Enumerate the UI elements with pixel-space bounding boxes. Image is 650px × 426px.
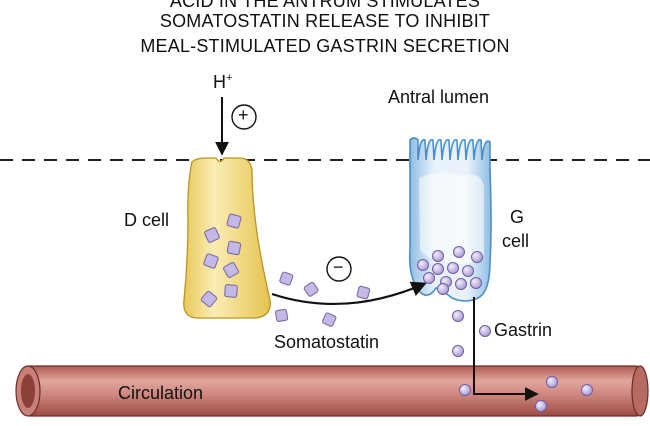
d-cell-granules <box>200 213 242 308</box>
somatostatin-granule <box>200 290 218 308</box>
gastrin-granule <box>546 376 558 388</box>
gastrin-granule <box>462 265 474 277</box>
gastrin-granule <box>432 263 444 275</box>
somatostatin-granule <box>356 285 371 300</box>
g-cell-granules <box>417 246 483 295</box>
g-cell-label-line1: G <box>510 207 525 227</box>
stimulation-symbol <box>231 104 257 130</box>
gastrin-granule <box>452 310 464 322</box>
somatostatin-granule <box>322 312 337 327</box>
gastrin-granule <box>459 384 471 396</box>
somatostatin-granule <box>204 227 220 243</box>
minus-sign: − <box>333 257 344 277</box>
gastrin-granule <box>581 384 593 396</box>
antral-lumen-label: Antral lumen <box>388 87 490 107</box>
somatostatin-granule <box>279 271 294 286</box>
somatostatin-granule <box>274 308 289 323</box>
h-plus-label: H+ <box>213 72 232 93</box>
gastrin-granule <box>471 251 483 263</box>
plus-sign: + <box>238 105 249 125</box>
gastrin-granule <box>447 262 459 274</box>
d-cell <box>183 157 271 319</box>
circulation-label: Circulation <box>118 383 204 403</box>
g-cell <box>408 137 492 302</box>
somatostatin-granule <box>303 281 319 297</box>
gastrin-granule <box>479 325 491 337</box>
gastrin-granule <box>452 345 464 357</box>
gastrin-granule <box>470 277 482 289</box>
somatostatin-granule <box>222 261 240 279</box>
h-plus-label-sup: + <box>226 72 233 84</box>
gastrin-label: Gastrin <box>494 320 553 340</box>
inhibition-symbol <box>326 256 352 282</box>
g-cell-label-line2: cell <box>502 231 530 251</box>
somatostatin-arrow <box>271 281 427 305</box>
title-line-3: MEAL-STIMULATED GASTRIN SECRETION <box>140 36 510 56</box>
gastrin-granule <box>432 250 444 262</box>
somatostatin-granule <box>203 253 219 269</box>
gastrin-granule <box>423 272 435 284</box>
title-line-2: SOMATOSTATIN RELEASE TO INHIBIT <box>159 11 491 31</box>
somatostatin-label: Somatostatin <box>274 332 380 352</box>
h-plus-label-h: H <box>213 72 226 92</box>
somatostatin-granule <box>224 284 238 298</box>
gastrin-granule <box>437 283 449 295</box>
title-line-1: ACID IN THE ANTRUM STIMULATES <box>169 0 481 11</box>
gastrin-granule <box>535 400 547 412</box>
somatostatin-granule <box>226 240 242 256</box>
gastrin-arrow <box>473 297 539 401</box>
released-gastrin <box>452 310 593 412</box>
d-cell-label: D cell <box>124 210 170 230</box>
blood-vessel <box>15 365 649 417</box>
gastrin-granule <box>417 259 429 271</box>
gastrin-granule <box>453 246 465 258</box>
somatostatin-granule <box>226 213 242 229</box>
released-somatostatin <box>274 271 371 327</box>
gastrin-granule <box>455 278 467 290</box>
